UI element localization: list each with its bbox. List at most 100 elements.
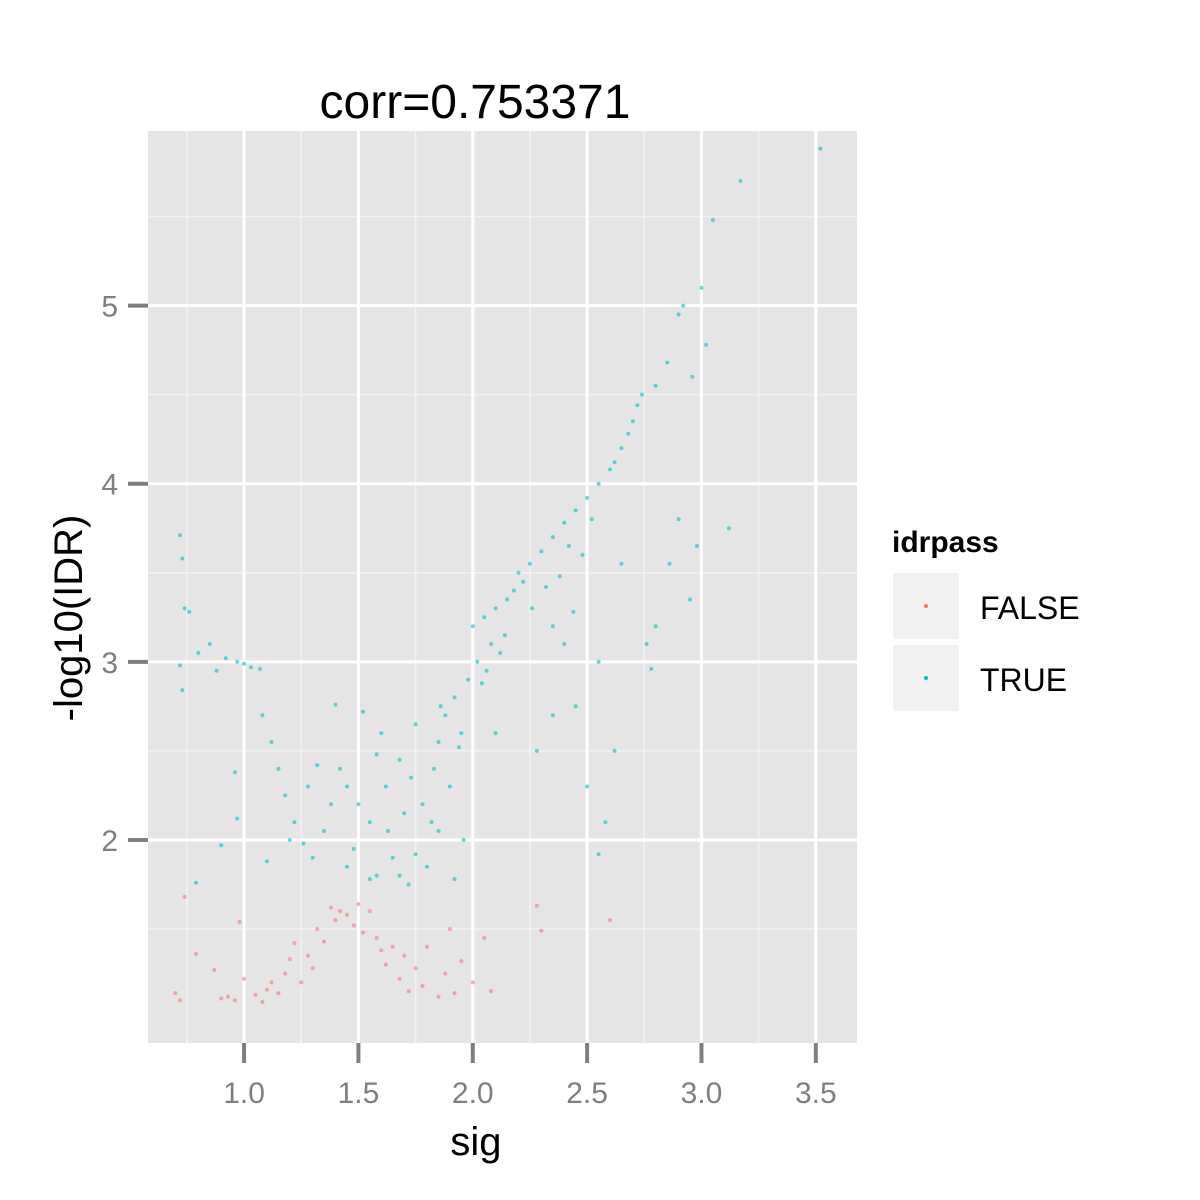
data-point-true xyxy=(580,552,585,557)
data-point-true xyxy=(443,713,448,718)
data-point-true xyxy=(511,588,516,593)
y-axis-ticks: 2 3 4 5 xyxy=(101,291,148,858)
data-point-true xyxy=(550,713,555,718)
data-point-true xyxy=(383,784,388,789)
data-point-true xyxy=(612,460,617,465)
data-point-true xyxy=(374,752,379,757)
data-point-true xyxy=(329,802,333,807)
data-point-true xyxy=(431,766,436,771)
data-point-true xyxy=(406,882,411,887)
data-point-true xyxy=(818,146,823,151)
data-point-false xyxy=(338,909,343,914)
legend-swatch-false xyxy=(924,604,928,608)
data-point-false xyxy=(260,1000,265,1004)
data-point-true xyxy=(374,873,379,878)
data-point-true xyxy=(182,606,187,611)
data-point-true xyxy=(315,763,320,768)
x-tick-label: 1.0 xyxy=(223,1077,265,1110)
data-point-false xyxy=(356,902,361,907)
data-point-true xyxy=(452,877,457,882)
data-point-false xyxy=(269,980,274,985)
data-point-false xyxy=(264,987,269,992)
data-point-true xyxy=(178,533,182,538)
data-point-false xyxy=(351,923,356,928)
data-point-true xyxy=(619,446,624,451)
data-point-true xyxy=(585,784,590,789)
data-point-true xyxy=(630,419,635,424)
data-point-true xyxy=(516,570,521,575)
data-point-true xyxy=(505,597,510,602)
data-point-true xyxy=(436,740,441,744)
data-point-true xyxy=(301,841,306,846)
data-point-true xyxy=(573,704,578,709)
data-point-true xyxy=(345,784,349,789)
data-point-true xyxy=(493,606,498,611)
data-point-false xyxy=(470,980,475,985)
data-point-true xyxy=(338,766,343,771)
data-point-false xyxy=(310,966,315,971)
legend-title: idrpass xyxy=(892,526,999,559)
data-point-true xyxy=(351,846,356,851)
data-point-true xyxy=(235,659,240,664)
data-point-true xyxy=(482,615,487,620)
data-point-true xyxy=(738,178,743,183)
legend: idrpass FALSE TRUE xyxy=(892,526,1080,711)
data-point-false xyxy=(452,991,457,996)
data-point-true xyxy=(322,829,327,833)
data-point-false xyxy=(425,944,429,949)
data-point-false xyxy=(173,991,178,996)
data-point-true xyxy=(447,784,452,789)
data-point-true xyxy=(667,561,672,566)
data-point-true xyxy=(704,342,709,347)
data-point-true xyxy=(521,579,526,584)
data-point-false xyxy=(367,909,372,914)
data-point-true xyxy=(397,757,402,762)
data-point-true xyxy=(608,467,612,472)
y-tick-label: 4 xyxy=(101,469,118,502)
data-point-false xyxy=(299,980,304,985)
data-point-true xyxy=(530,606,535,611)
legend-label-true: TRUE xyxy=(980,662,1067,698)
data-point-false xyxy=(447,927,452,931)
data-point-false xyxy=(253,992,258,997)
data-point-true xyxy=(681,303,686,308)
data-point-true xyxy=(232,770,237,775)
data-point-false xyxy=(402,953,407,958)
data-point-true xyxy=(710,218,715,223)
data-point-true xyxy=(726,526,731,531)
data-point-true xyxy=(452,695,457,700)
data-point-true xyxy=(194,880,198,885)
data-point-false xyxy=(390,944,395,949)
data-point-false xyxy=(276,991,281,996)
data-point-true xyxy=(676,312,681,317)
data-point-true xyxy=(264,859,269,864)
data-point-true xyxy=(248,665,253,670)
data-point-true xyxy=(489,642,494,646)
data-point-true xyxy=(466,677,471,682)
legend-label-false: FALSE xyxy=(980,590,1080,626)
data-point-true xyxy=(502,633,507,638)
data-point-true xyxy=(413,722,418,727)
plot-panel xyxy=(148,131,857,1043)
data-point-true xyxy=(676,517,681,522)
data-point-false xyxy=(420,984,425,988)
data-point-true xyxy=(644,642,649,646)
data-point-false xyxy=(237,919,242,924)
data-point-true xyxy=(612,748,617,753)
data-point-true xyxy=(479,681,484,686)
data-point-true xyxy=(276,766,281,771)
data-point-true xyxy=(534,748,539,753)
data-point-true xyxy=(640,392,644,397)
data-point-true xyxy=(539,549,544,554)
data-point-true xyxy=(397,873,402,878)
data-point-true xyxy=(413,852,418,857)
data-point-false xyxy=(345,912,349,917)
data-point-true xyxy=(306,784,311,789)
data-point-true xyxy=(235,816,240,821)
data-point-true xyxy=(690,374,695,379)
data-point-true xyxy=(550,535,555,540)
data-point-true xyxy=(557,574,562,579)
data-point-true xyxy=(562,520,567,525)
data-point-false xyxy=(306,953,311,958)
data-point-true xyxy=(527,561,532,566)
